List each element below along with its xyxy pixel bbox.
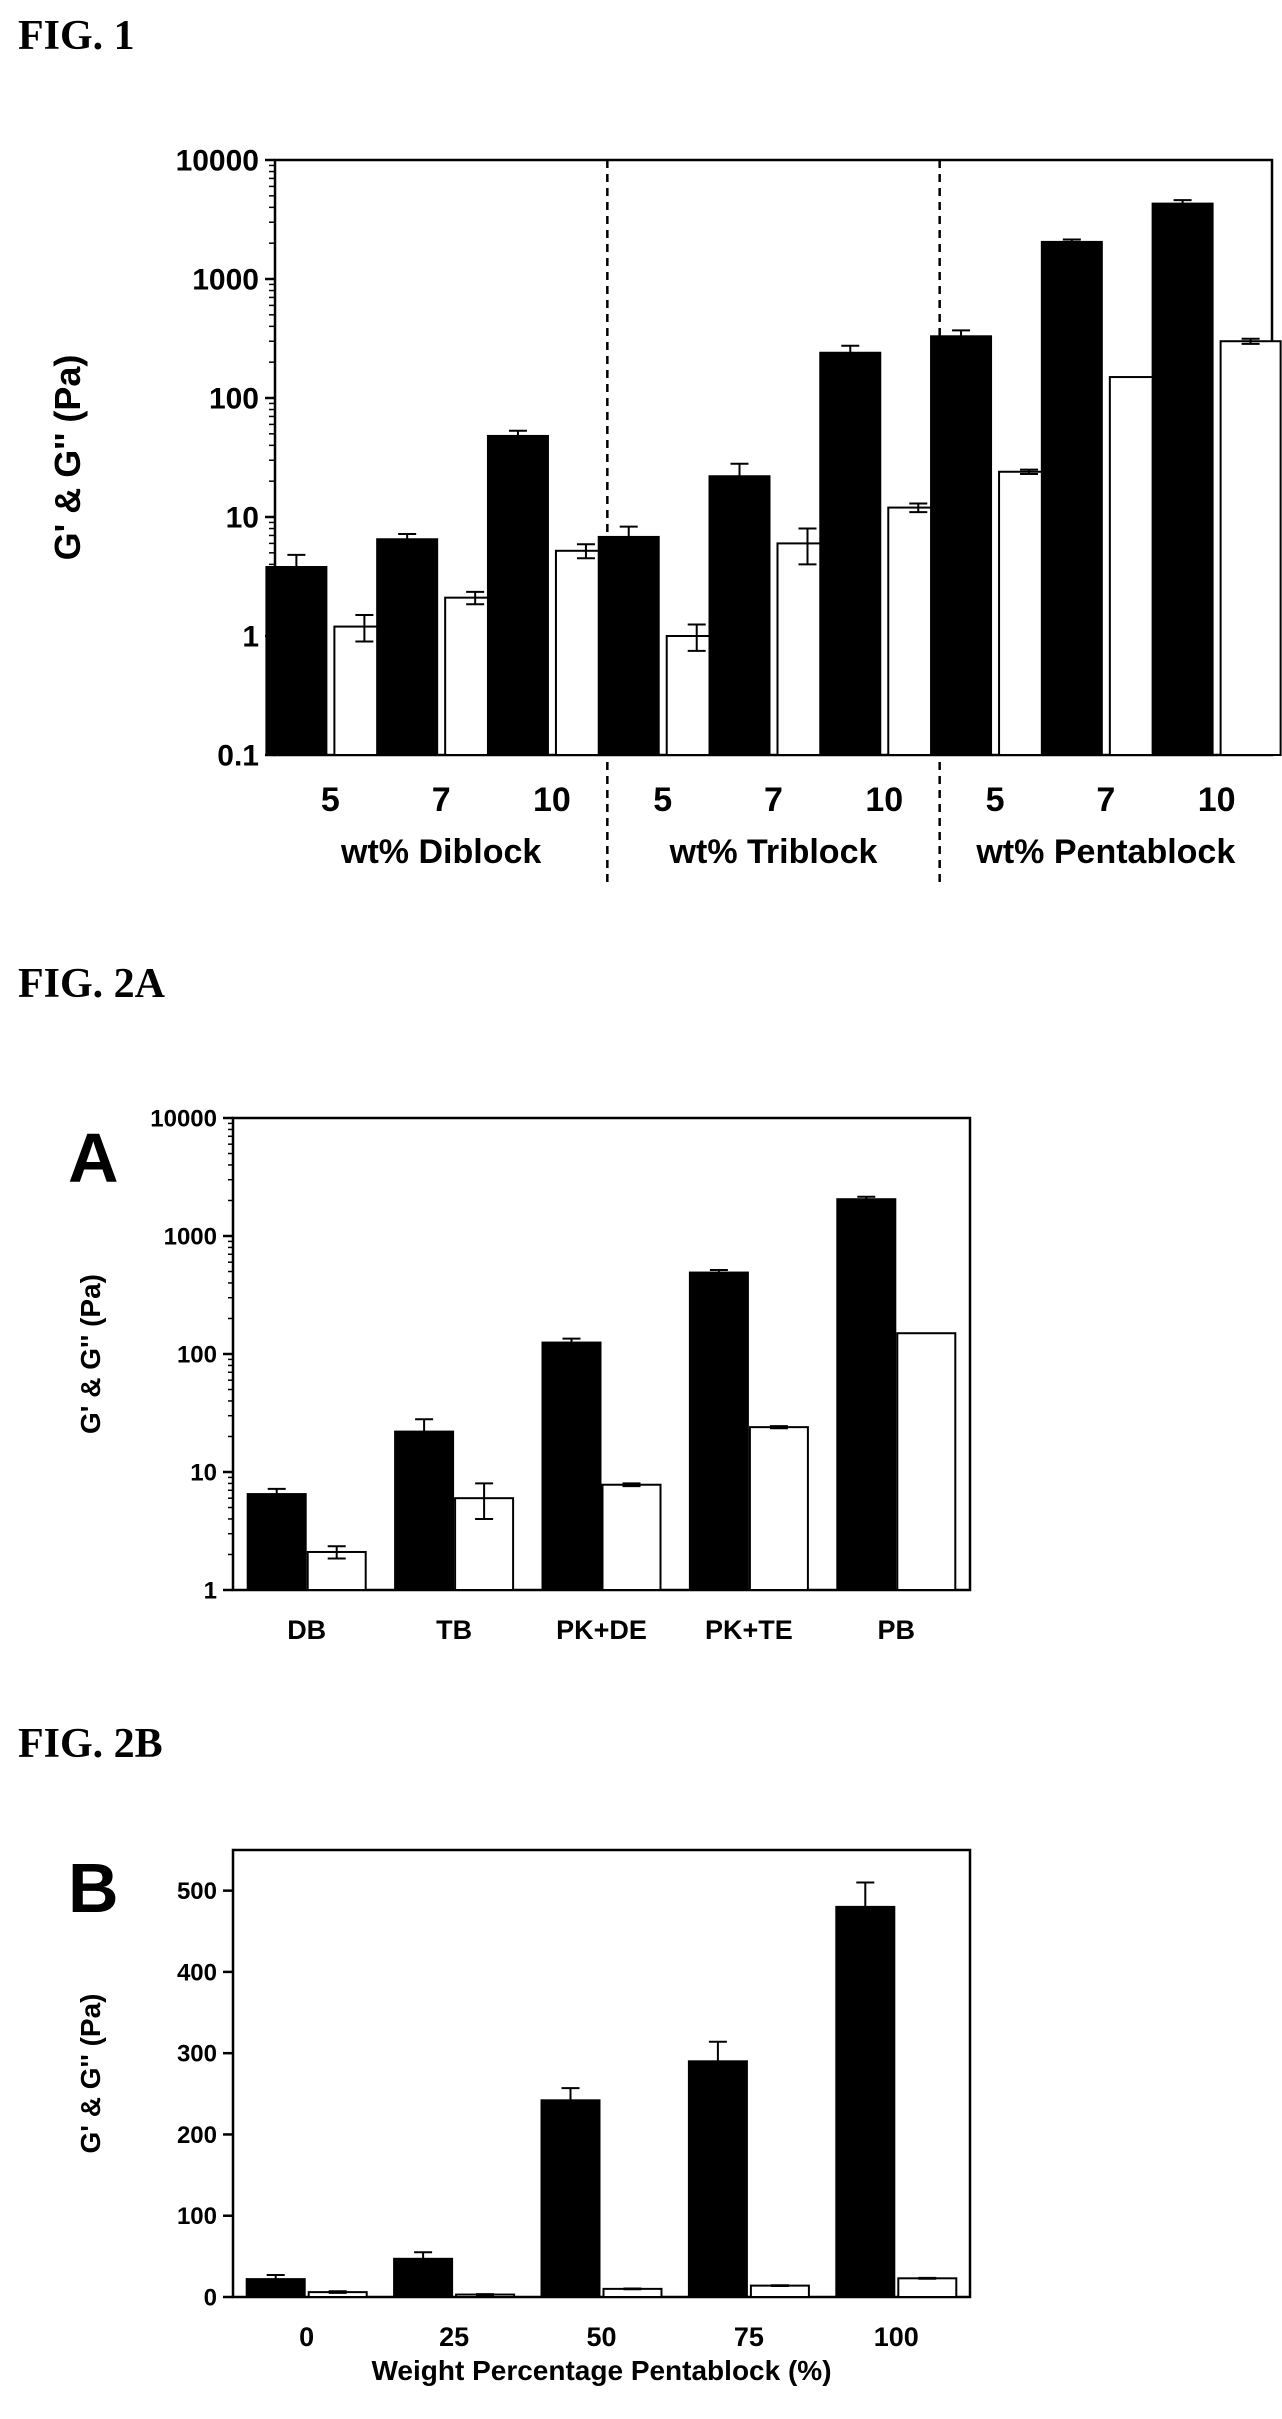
x-tick-label: PK+DE: [556, 1615, 647, 1645]
y-tick-label: 10: [190, 1459, 217, 1486]
bar-g-double-prime: [896, 1332, 957, 1591]
y-tick-label: 10000: [176, 145, 259, 178]
x-tick-label: 10: [1198, 781, 1236, 819]
y-tick-label: 10: [226, 502, 259, 535]
y-tick-label: 0.1: [217, 740, 259, 773]
y-tick-label: 100: [177, 1341, 217, 1368]
y-axis-title: G' & G'' (Pa): [75, 1274, 106, 1434]
x-tick-label: 10: [865, 781, 903, 819]
bar-g-prime: [597, 535, 660, 757]
bar-g-prime: [819, 351, 882, 756]
bar-g-double-prime: [748, 1426, 809, 1592]
bar-g-prime: [836, 1198, 897, 1591]
y-tick-label: 500: [177, 1878, 217, 1905]
x-tick-label: 7: [1096, 781, 1115, 819]
x-tick-label: DB: [287, 1615, 326, 1645]
y-axis-title: G' & G'' (Pa): [75, 1994, 106, 2154]
x-tick-label: 7: [764, 781, 783, 819]
bar-g-prime: [246, 1493, 307, 1591]
bar-g-prime: [687, 2060, 748, 2298]
y-tick-label: 300: [177, 2041, 217, 2068]
y-tick-label: 0: [204, 2284, 217, 2311]
y-tick-label: 10000: [150, 1105, 217, 1132]
group-label: wt% Diblock: [340, 833, 541, 871]
bar-g-prime: [541, 1341, 602, 1591]
x-tick-label: 100: [874, 2322, 919, 2352]
x-tick-label: 75: [734, 2322, 764, 2352]
x-tick-label: PK+TE: [705, 1615, 793, 1645]
bar-g-double-prime: [601, 1483, 662, 1591]
x-tick-label: 5: [321, 781, 340, 819]
plot-frame: [231, 1848, 972, 2299]
bar-g-prime: [688, 1271, 749, 1592]
x-tick-label: 50: [586, 2322, 616, 2352]
bar-g-prime: [1151, 202, 1214, 756]
x-tick-label: 10: [533, 781, 571, 819]
chart-fig2a: 1 10 100 1000 10000 G' & G'' (Pa) A DB TB PK+DE PK…: [68, 1105, 972, 1645]
bar-g-prime: [394, 1430, 455, 1591]
y-tick-label: 100: [209, 383, 259, 416]
bar-g-prime: [245, 2278, 306, 2299]
x-tick-label: 5: [653, 781, 672, 819]
chart-fig2b: 0 100 200 300 400 500 G' & G'' (Pa) B 0 25 50 75 100…: [68, 1848, 972, 2386]
bar-g-prime: [540, 2099, 601, 2299]
bar-g-prime: [835, 1905, 896, 2298]
figure-2a-label: FIG. 2A: [18, 961, 165, 1007]
bar-g-prime: [393, 2257, 454, 2298]
y-axis-title: G' & G'' (Pa): [47, 355, 88, 561]
group-label: wt% Triblock: [669, 833, 878, 871]
bar-g-double-prime: [897, 2277, 958, 2299]
x-tick-label: 25: [439, 2322, 469, 2352]
bar-g-prime: [265, 566, 328, 756]
bar-g-prime: [930, 335, 993, 756]
bar-g-prime: [376, 538, 439, 756]
figure-1-label: FIG. 1: [18, 13, 135, 59]
bar-g-prime: [1040, 240, 1103, 756]
x-tick-label: 7: [432, 781, 451, 819]
x-axis-title: Weight Percentage Pentablock (%): [371, 2355, 831, 2386]
figure-2b-label: FIG. 2B: [18, 1721, 163, 1767]
y-tick-label: 1: [242, 621, 259, 654]
y-tick-label: 100: [177, 2203, 217, 2230]
bar-g-prime: [486, 434, 549, 756]
y-tick-label: 200: [177, 2122, 217, 2149]
panel-letter: A: [68, 1119, 119, 1197]
bar-g-prime: [708, 475, 771, 756]
bar-g-double-prime: [749, 2284, 810, 2299]
x-tick-label: PB: [878, 1615, 916, 1645]
y-tick-label: 1000: [164, 1223, 217, 1250]
group-label: wt% Pentablock: [975, 833, 1235, 871]
x-tick-label: TB: [436, 1615, 472, 1645]
panel-letter: B: [68, 1849, 119, 1927]
y-tick-label: 1: [204, 1577, 217, 1604]
x-tick-label: 5: [986, 781, 1005, 819]
y-tick-label: 1000: [192, 264, 259, 297]
chart-fig1: 0.1 1 10 100 1000 10000 G' & G'' (Pa) 5 7 10 5 7 10 5…: [47, 145, 1282, 885]
bar-g-double-prime: [1219, 340, 1282, 756]
y-tick-label: 400: [177, 1959, 217, 1986]
x-tick-label: 0: [299, 2322, 314, 2352]
